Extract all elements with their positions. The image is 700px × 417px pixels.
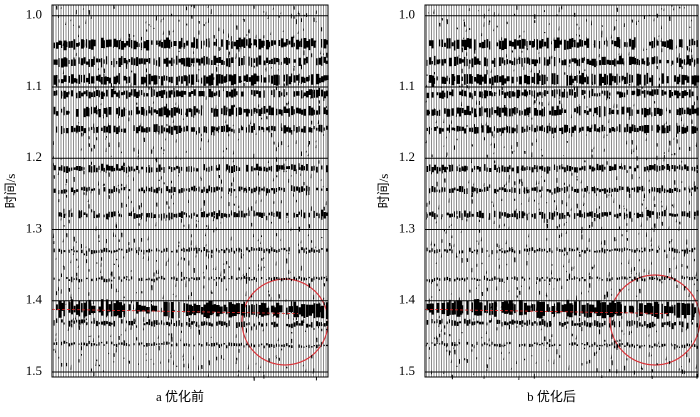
highlight-circle — [609, 274, 700, 366]
y-tick-label: 1.1 — [26, 78, 42, 93]
y-tick-label: 1.4 — [26, 292, 43, 307]
red-horizon — [424, 308, 669, 314]
panel-caption: a 优化前 — [156, 389, 204, 404]
y-axis-label: 时间/s — [376, 174, 391, 209]
wiggle-fills — [425, 5, 700, 380]
plot-frame — [51, 4, 329, 378]
y-tick-label: 1.1 — [399, 78, 415, 93]
y-axis-label: 时间/s — [3, 174, 18, 209]
y-tick-label: 1.3 — [26, 220, 42, 235]
panel-caption: b 优化后 — [527, 389, 576, 404]
y-tick-label: 1.4 — [399, 292, 416, 307]
y-tick-label: 1.0 — [26, 7, 42, 22]
y-tick-label: 1.2 — [26, 149, 42, 164]
y-tick-label: 1.3 — [399, 220, 415, 235]
plot-frame — [424, 4, 699, 378]
highlight-circle — [241, 278, 329, 366]
y-tick-label: 1.2 — [399, 149, 415, 164]
y-tick-label: 1.0 — [399, 7, 415, 22]
wiggle-fills — [52, 5, 329, 381]
red-horizon — [51, 308, 299, 314]
y-tick-label: 1.5 — [399, 363, 415, 378]
y-tick-label: 1.5 — [26, 363, 42, 378]
